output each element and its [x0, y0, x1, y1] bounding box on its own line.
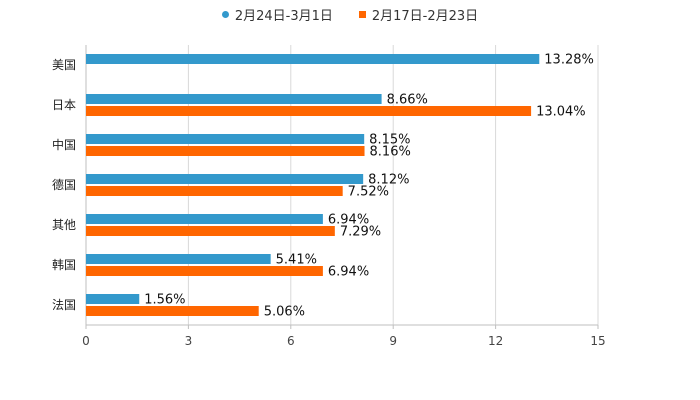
category-label-0: 美国: [52, 58, 76, 72]
data-label-s2-4: 7.29%: [340, 225, 381, 240]
bar-s1-1: [86, 94, 382, 104]
bar-s2-1: [86, 106, 532, 116]
data-label-s1-2: 8.15%: [369, 133, 410, 148]
category-label-5: 韩国: [52, 257, 76, 272]
category-label-2: 中国: [52, 137, 76, 152]
data-label-s1-3: 8.12%: [368, 173, 409, 188]
legend-label-series-2: 2月17日-2月23日: [371, 8, 479, 24]
legend-marker-series-1: [221, 10, 229, 18]
legend-label-series-1: 2月24日-3月1日: [234, 8, 333, 24]
bar-s2-3: [86, 186, 343, 196]
bar-s2-4: [86, 226, 335, 236]
bar-s1-5: [86, 254, 271, 264]
legend-item-series-2[interactable]: 2月17日-2月23日: [358, 5, 479, 24]
x-tick-label-1: 3: [185, 334, 193, 348]
x-tick-label-4: 12: [488, 334, 503, 348]
legend: 2月24日-3月1日 2月17日-2月23日: [0, 2, 700, 26]
x-tick-label-2: 6: [287, 334, 295, 348]
legend-item-series-1[interactable]: 2月24日-3月1日: [221, 5, 333, 24]
x-tick-label-3: 9: [389, 334, 397, 348]
data-label-s2-6: 5.06%: [264, 305, 305, 320]
data-label-s2-1: 13.04%: [536, 105, 586, 120]
category-label-1: 日本: [52, 98, 76, 112]
data-label-s1-5: 5.41%: [276, 253, 317, 268]
data-label-s1-6: 1.56%: [144, 293, 185, 308]
x-tick-label-0: 0: [82, 334, 90, 348]
bar-s2-6: [86, 306, 259, 316]
bar-s1-0: [86, 54, 540, 64]
bar-s2-2: [86, 146, 365, 156]
bar-s1-2: [86, 134, 365, 144]
bar-s1-4: [86, 214, 323, 224]
data-label-s1-0: 13.28%: [544, 53, 594, 68]
data-label-s2-3: 7.52%: [348, 185, 389, 200]
legend-marker-series-2: [358, 10, 366, 18]
category-label-4: 其他: [52, 218, 76, 232]
data-label-s2-2: 8.16%: [370, 145, 411, 160]
category-label-6: 法国: [52, 298, 76, 312]
data-label-s2-5: 6.94%: [328, 265, 369, 280]
data-label-s1-1: 8.66%: [387, 93, 428, 108]
bar-s1-6: [86, 294, 140, 304]
data-label-s1-4: 6.94%: [328, 213, 369, 228]
category-label-3: 德国: [52, 177, 76, 192]
x-tick-label-5: 15: [590, 334, 605, 348]
bar-s2-5: [86, 266, 323, 276]
bar-s1-3: [86, 174, 364, 184]
